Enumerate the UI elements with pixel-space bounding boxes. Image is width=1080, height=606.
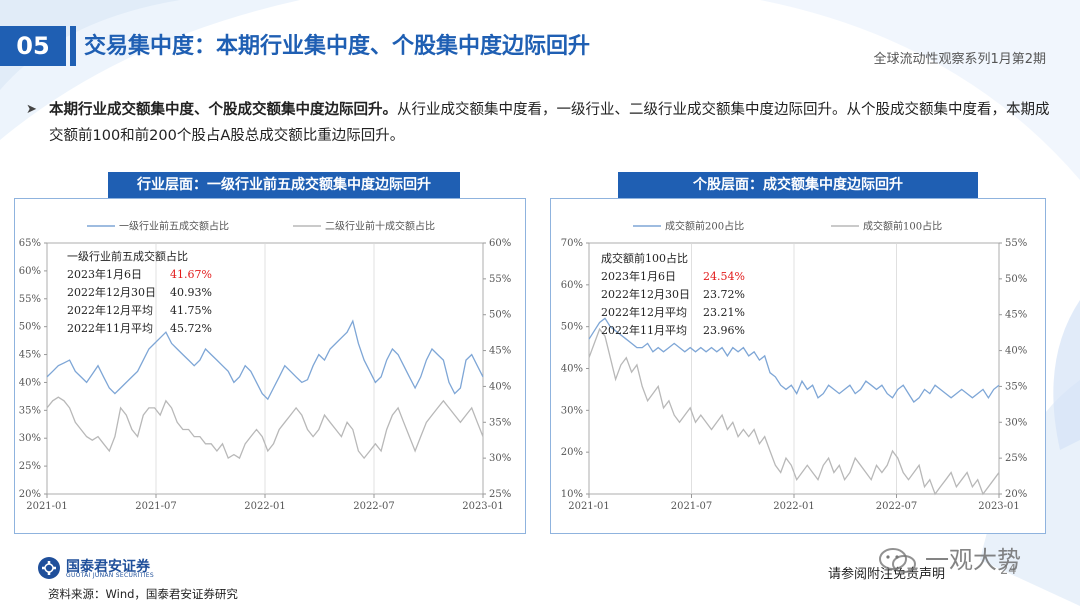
y-left-tick-label: 55% (19, 294, 41, 305)
y-right-tick-label: 50% (1005, 274, 1027, 285)
legend-label: 成交额前200占比 (665, 220, 744, 233)
annotation-row-value: 24.54% (703, 270, 745, 283)
legend-label: 二级行业前十成交额占比 (325, 220, 435, 233)
x-tick-label: 2021-01 (26, 501, 68, 512)
series-line-2 (588, 327, 1000, 496)
summary-body: 从行业成交额集中度看，一级行业、二级行业成交额集中度边际回升。从个股成交额集中度… (49, 102, 1050, 144)
y-right-tick-label: 40% (1005, 346, 1027, 357)
x-tick-label: 2023-01 (978, 501, 1020, 512)
x-tick-label: 2021-07 (135, 501, 177, 512)
x-tick-label: 2021-01 (568, 501, 610, 512)
annotation-title: 成交额前100占比 (601, 251, 688, 265)
left-panel-title: 行业层面：一级行业前五成交额集中度边际回升 (108, 172, 460, 198)
watermark-text: 一观大势 (925, 546, 1021, 574)
annotation-row-label: 2022年12月30日 (67, 285, 156, 299)
y-right-tick-label: 55% (489, 274, 511, 285)
y-right-tick-label: 50% (489, 310, 511, 321)
stock-concentration-chart: 10% 20% 30% 40% 50% 60% 70% 20% 25% 30% 35% 40% 45% 5… (561, 220, 1027, 513)
y-right-tick-label: 55% (1005, 238, 1027, 249)
annotation-row-label: 2022年12月30日 (601, 287, 690, 301)
logo-english: GUOTAI JUNAN SECURITIES (66, 572, 154, 579)
y-right-tick-label: 35% (1005, 381, 1027, 392)
y-right-tick-label: 30% (489, 453, 511, 464)
source-note: 资料来源：Wind，国泰君安证券研究 (48, 587, 238, 601)
series-line-1 (588, 317, 1000, 403)
y-left-tick-label: 65% (19, 238, 41, 249)
y-left-tick-label: 60% (19, 266, 41, 277)
y-right-tick-label: 45% (489, 346, 511, 357)
industry-concentration-chart: 20% 25% 30% 35% 40% 45% 50% 55% 60% 65% 25% 30% 35% 4… (19, 220, 511, 513)
y-left-tick-label: 30% (19, 433, 41, 444)
annotation-row-label: 2022年11月平均 (601, 323, 687, 337)
y-right-tick-label: 30% (1005, 417, 1027, 428)
y-left-tick-label: 10% (561, 489, 583, 500)
legend-label: 一级行业前五成交额占比 (119, 220, 229, 233)
annotation-row-label: 2023年1月6日 (67, 267, 142, 281)
y-right-tick-label: 25% (1005, 453, 1027, 464)
annotation-row-value: 23.72% (703, 288, 745, 301)
disclaimer-note: 请参阅附注免责声明 (828, 567, 946, 582)
right-chart-panel: 10% 20% 30% 40% 50% 60% 70% 20% 25% 30% 35% 40% 45% 5… (550, 198, 1046, 534)
x-tick-label: 2022-07 (876, 501, 918, 512)
y-left-tick-label: 25% (19, 461, 41, 472)
gtja-logo-icon (38, 557, 60, 579)
y-left-tick-label: 50% (19, 322, 41, 333)
page-number: 24 (1000, 563, 1017, 578)
y-left-tick-label: 60% (561, 280, 583, 291)
right-panel-title: 个股层面：成交额集中度边际回升 (618, 172, 978, 198)
y-left-tick-label: 40% (561, 364, 583, 375)
annotation-row-label: 2023年1月6日 (601, 269, 676, 283)
y-right-tick-label: 20% (1005, 489, 1027, 500)
x-tick-label: 2021-07 (671, 501, 713, 512)
left-chart-panel: 20% 25% 30% 35% 40% 45% 50% 55% 60% 65% 25% 30% 35% 4… (14, 198, 526, 534)
logo-chinese: 国泰君安证券 (66, 559, 150, 575)
legend-label: 成交额前100占比 (863, 220, 942, 233)
annotation-row-value: 41.67% (170, 268, 212, 281)
y-left-tick-label: 70% (561, 238, 583, 249)
annotation-row-value: 41.75% (170, 304, 212, 317)
annotation-title: 一级行业前五成交额占比 (67, 249, 188, 263)
y-left-tick-label: 30% (561, 405, 583, 416)
y-right-tick-label: 25% (489, 489, 511, 500)
annotation-row-label: 2022年11月平均 (67, 321, 153, 335)
x-tick-label: 2022-07 (353, 501, 395, 512)
y-left-tick-label: 20% (561, 447, 583, 458)
annotation-row-label: 2022年12月平均 (67, 303, 153, 317)
annotation-row-value: 23.96% (703, 324, 745, 337)
y-right-tick-label: 35% (489, 417, 511, 428)
summary-text: 本期行业成交额集中度、个股成交额集中度边际回升。从行业成交额集中度看，一级行业、… (49, 97, 1056, 149)
y-left-tick-label: 45% (19, 350, 41, 361)
annotation-row-label: 2022年12月平均 (601, 305, 687, 319)
x-tick-label: 2023-01 (462, 501, 504, 512)
page-title: 交易集中度：本期行业集中度、个股集中度边际回升 (84, 34, 591, 59)
y-left-tick-label: 20% (19, 489, 41, 500)
annotation-row-value: 23.21% (703, 306, 745, 319)
summary-bold: 本期行业成交额集中度、个股成交额集中度边际回升。 (49, 102, 397, 118)
series-line-1 (46, 319, 484, 401)
series-label: 全球流动性观察系列1月第2期 (873, 52, 1046, 67)
y-left-tick-label: 35% (19, 405, 41, 416)
summary-bullet: ➤ 本期行业成交额集中度、个股成交额集中度边际回升。从行业成交额集中度看，一级行… (26, 97, 1056, 149)
annotation-row-value: 45.72% (170, 322, 212, 335)
x-tick-label: 2022-01 (773, 501, 815, 512)
x-tick-label: 2022-01 (244, 501, 286, 512)
annotation-row-value: 40.93% (170, 286, 212, 299)
wechat-icon (879, 548, 916, 573)
section-number: 05 (0, 26, 66, 66)
section-divider (70, 26, 76, 66)
bullet-arrow-icon: ➤ (26, 102, 37, 117)
y-right-tick-label: 40% (489, 381, 511, 392)
y-right-tick-label: 60% (489, 238, 511, 249)
y-left-tick-label: 50% (561, 322, 583, 333)
y-right-tick-label: 45% (1005, 310, 1027, 321)
y-left-tick-label: 40% (19, 377, 41, 388)
series-line-2 (46, 396, 484, 460)
